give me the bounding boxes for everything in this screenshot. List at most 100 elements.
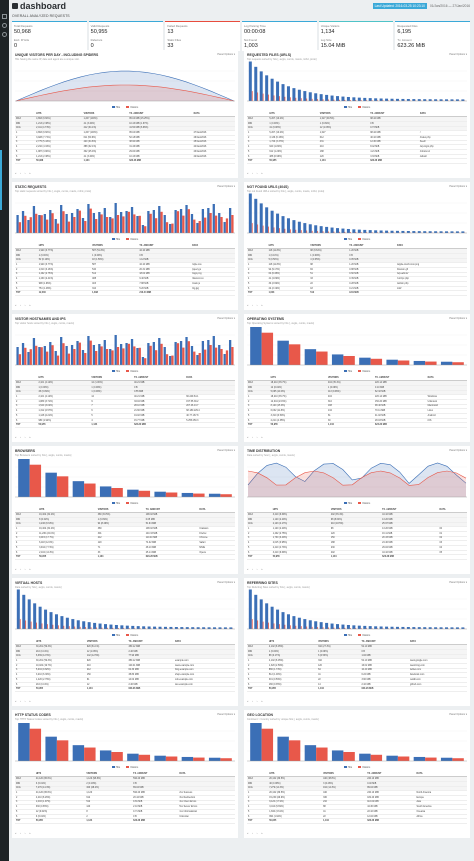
column-header[interactable]: HITS: [271, 508, 330, 514]
column-header[interactable]: HITS: [268, 772, 323, 778]
table-pager[interactable]: « ‹ › »: [247, 172, 265, 175]
column-header[interactable]: VISITORS: [329, 508, 382, 514]
column-header[interactable]: HITS: [37, 376, 91, 382]
panel-options-button[interactable]: Panel Options ▾: [217, 713, 235, 716]
column-header[interactable]: VISITORS: [85, 640, 128, 646]
column-header[interactable]: DATA: [418, 112, 467, 118]
table-row[interactable]: 2 10,022 (19.7%) 410 120.41 MiB www.example.…: [15, 663, 235, 669]
column-header[interactable]: [15, 772, 35, 778]
column-header[interactable]: DATA: [438, 508, 467, 514]
column-header[interactable]: DATA: [185, 376, 235, 382]
table-pager[interactable]: « ‹ › »: [15, 568, 33, 571]
column-header[interactable]: [15, 376, 38, 382]
panel-options-button[interactable]: Panel Options ▾: [449, 185, 467, 188]
column-header[interactable]: DATA: [409, 640, 467, 646]
panel-options-button[interactable]: Panel Options ▾: [449, 53, 467, 56]
table-pager[interactable]: « ‹ › »: [247, 700, 265, 703]
table-row[interactable]: 1 30,201 (59.3%) 920 380.12 MiB example.com: [15, 658, 235, 664]
column-header[interactable]: [15, 640, 36, 646]
table-row[interactable]: 3 9,015 (17.7%) 212 110.40 MiB Chrome: [15, 536, 235, 542]
table-row[interactable]: 2 12,044 (23.6%) 310 150.20 MiB Unknown: [247, 399, 467, 405]
settings-icon[interactable]: [2, 23, 7, 28]
column-header[interactable]: [247, 772, 269, 778]
table-row[interactable]: 5 1,128 (2.21%) 5 19.02 MiB 40.77.167.8: [15, 413, 235, 419]
table-row[interactable]: 4 3,210 (6.30%) 150 38.80 MiB shop.example.c…: [15, 672, 235, 678]
table-row[interactable]: 5 3,944 (7.74%) 71 48.10 MiB MSIE: [15, 545, 235, 551]
panel-options-button[interactable]: Panel Options ▾: [449, 581, 467, 584]
table-row[interactable]: 1 5,207 (10.2%) 1,027 98.42 MiB /: [247, 130, 467, 136]
table-row[interactable]: 1 16,402 (32.2%) 380 198.02 MiB Crawlers: [15, 526, 235, 532]
column-header[interactable]: VISITORS: [82, 112, 129, 118]
column-header[interactable]: TX. AMOUNT: [360, 640, 409, 646]
column-header[interactable]: VISITORS: [91, 244, 139, 250]
table-row[interactable]: 2 11,230 (22.0%) 301 140.33 MiB Firefox: [15, 531, 235, 537]
column-header[interactable]: VISITORS: [322, 772, 367, 778]
column-header[interactable]: TX. AMOUNT: [127, 640, 174, 646]
column-header[interactable]: TX. AMOUNT: [132, 772, 179, 778]
table-row[interactable]: 5 612 (1.20%) 188 4.21 MiB/robots.txt: [247, 149, 467, 155]
column-header[interactable]: TX. AMOUNT: [138, 244, 192, 250]
column-header[interactable]: HITS: [268, 112, 319, 118]
column-header[interactable]: VISITORS: [96, 508, 145, 514]
panel-options-button[interactable]: Panel Options ▾: [449, 449, 467, 452]
table-row[interactable]: 1 2,101 (4.12%) 12 40.21 MiB 66.249.64.1: [15, 394, 235, 400]
table-row[interactable]: 2 3,928 (7.71%) 611 (50.6%) 52.18 MiB 26/Jan…: [15, 135, 235, 141]
column-header[interactable]: DATA: [191, 244, 235, 250]
table-row[interactable]: 4 3,410 (6.69%) 88 44.30 MiB South America: [247, 804, 467, 810]
column-header[interactable]: HITS: [35, 112, 83, 118]
table-row[interactable]: 3 1,730 (3.40%) 150 20.33 MiB 02: [247, 536, 467, 542]
column-header[interactable]: TX. AMOUNT: [366, 772, 416, 778]
column-header[interactable]: DATA: [426, 376, 467, 382]
column-header[interactable]: DATA: [178, 772, 235, 778]
table-pager[interactable]: « ‹ › »: [247, 436, 265, 439]
table-row[interactable]: 4 1,312 (2.57%) 6 21.66 MiB 68.180.229.4: [15, 408, 235, 414]
column-header[interactable]: [247, 112, 269, 118]
column-header[interactable]: DATA: [192, 112, 235, 118]
column-header[interactable]: HITS: [267, 640, 318, 646]
column-header[interactable]: HITS: [38, 508, 97, 514]
table-row[interactable]: 5 3,310 (6.50%) 61 41.02 MiB Android: [247, 413, 467, 419]
column-header[interactable]: HITS: [35, 640, 86, 646]
table-row[interactable]: 3 5,004 (9.82%) 212 62.30 MiB blog.example.c…: [15, 668, 235, 674]
column-header[interactable]: DATA: [173, 640, 235, 646]
table-row[interactable]: 1 4,893 (9.60%) 1,207 (100%) 95.04 MiB 27/Ja…: [15, 130, 235, 136]
table-row[interactable]: 1 118 (11.8%) 98 1.20 MiB/apple-touch-icon.…: [247, 262, 467, 268]
table-row[interactable]: 4 41 (4.09%) 33 0.39 MiB/xmlrpc.php: [247, 276, 467, 282]
column-header[interactable]: HITS: [269, 376, 328, 382]
panel-options-button[interactable]: Panel Options ▾: [449, 713, 467, 716]
table-row[interactable]: 4 6,032 (11.8%) 132 70.11 MiB Linux: [247, 408, 467, 414]
table-row[interactable]: 2 1,320 (2.59%) 120 16.02 MiB www.bing.com: [247, 663, 467, 669]
column-header[interactable]: VISITORS: [317, 640, 361, 646]
table-pager[interactable]: « ‹ › »: [15, 832, 33, 835]
column-header[interactable]: [247, 640, 268, 646]
table-row[interactable]: 2 15,230 (29.9%) 330 182.40 MiB Europe: [247, 795, 467, 801]
column-header[interactable]: TX. AMOUNT: [144, 508, 199, 514]
table-pager[interactable]: « ‹ › »: [15, 304, 33, 307]
table-row[interactable]: 4 2,015 (3.95%) 188 24.40 MiB 03: [247, 540, 467, 546]
column-header[interactable]: [247, 376, 270, 382]
menu-icon[interactable]: [2, 14, 7, 19]
table-row[interactable]: 1 44,120 (86.6%) 1,120 590.20 MiB 2xx Succes…: [15, 790, 235, 796]
table-row[interactable]: 3 9,120 (17.9%) 210 110.02 MiB Asia: [247, 800, 467, 806]
column-header[interactable]: DATA: [198, 508, 235, 514]
table-row[interactable]: 5 1,987 (3.90%) 302 (25.0%) 29.00 MiB 23/Jan…: [15, 149, 235, 155]
column-header[interactable]: VISITORS: [318, 112, 370, 118]
table-row[interactable]: 3 1,540 (3.02%) 7 28.10 MiB 207.46.13.7: [15, 404, 235, 410]
column-header[interactable]: VISITORS: [327, 376, 375, 382]
column-header[interactable]: [247, 244, 268, 250]
table-row[interactable]: 1 1,120 (2.20%) 98 13.20 MiB 00: [247, 526, 467, 532]
column-header[interactable]: HITS: [37, 244, 92, 250]
panel-options-button[interactable]: Panel Options ▾: [449, 317, 467, 320]
table-row[interactable]: 2 1,889 (3.71%) 9 33.04 MiB 157.55.39.2: [15, 399, 235, 405]
column-header[interactable]: TX. AMOUNT: [374, 376, 427, 382]
column-header[interactable]: VISITORS: [309, 244, 349, 250]
column-header[interactable]: [247, 508, 272, 514]
column-header[interactable]: VISITORS: [85, 772, 133, 778]
table-row[interactable]: 1 1,920 (3.77%) 587 42.10 MiB/style.css: [15, 262, 235, 268]
column-header[interactable]: DATA: [396, 244, 467, 250]
column-header[interactable]: DATA: [415, 772, 467, 778]
table-pager[interactable]: « ‹ › »: [247, 832, 265, 835]
column-header[interactable]: [15, 112, 36, 118]
column-header[interactable]: VISITORS: [90, 376, 134, 382]
table-row[interactable]: 5 301 (0.59%) 22 3.60 MiB reddit.com: [247, 677, 467, 683]
